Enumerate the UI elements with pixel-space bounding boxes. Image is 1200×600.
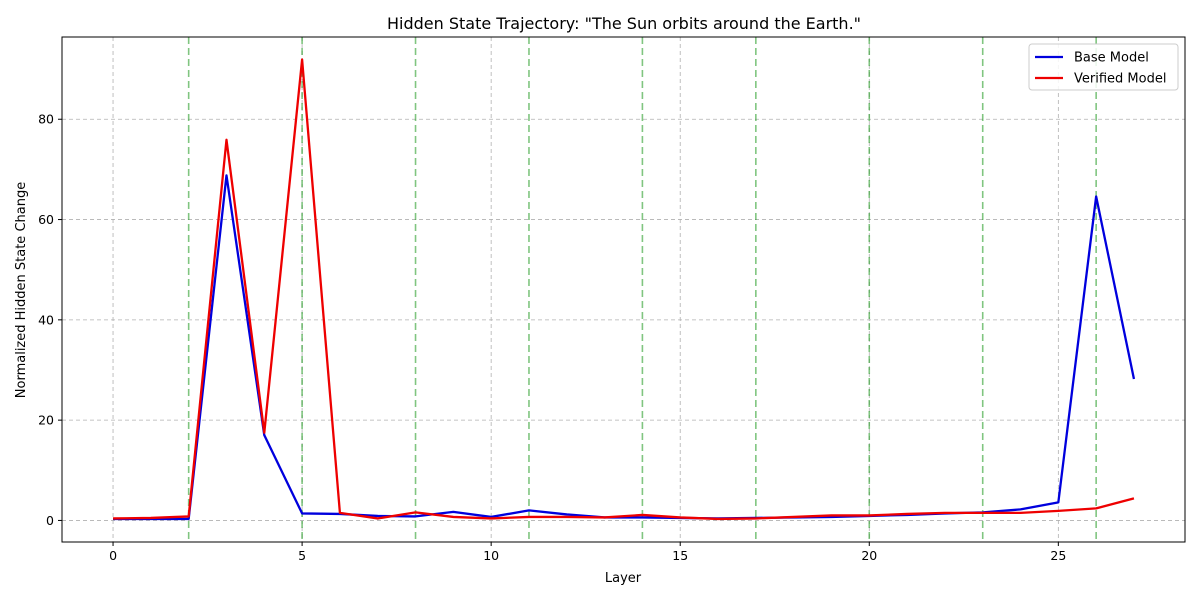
series-line-base-model (113, 174, 1136, 521)
legend-box (1028, 43, 1179, 91)
x-tick-label: 10 (483, 548, 499, 563)
legend-entry-label: Verified Model (1074, 72, 1166, 87)
y-tick-label: 40 (38, 312, 54, 327)
x-tick-label: 25 (1050, 548, 1066, 563)
x-axis-label: Layer (605, 571, 642, 586)
series-line-verified-model (113, 58, 1135, 521)
y-tick-label: 20 (38, 413, 54, 428)
y-axis-ticks: 0 20 40 60 80 (38, 112, 62, 528)
legend-entry-label: Base Model (1074, 51, 1149, 66)
x-axis-ticks: 0 5 10 15 20 25 (109, 542, 1066, 563)
y-tick-label: 0 (46, 513, 54, 528)
y-tick-label: 60 (38, 212, 54, 227)
series-lines (113, 58, 1136, 521)
legend: Base Model Verified Model (1028, 43, 1179, 91)
x-tick-label: 15 (672, 548, 688, 563)
layer-markers (187, 37, 1097, 542)
chart-title: Hidden State Trajectory: "The Sun orbits… (387, 14, 861, 33)
x-tick-label: 0 (109, 548, 117, 563)
x-tick-label: 20 (861, 548, 877, 563)
grid (62, 37, 1185, 542)
y-axis-label: Normalized Hidden State Change (14, 182, 29, 398)
x-tick-label: 5 (298, 548, 306, 563)
plot-frame (61, 36, 1186, 543)
y-tick-label: 80 (38, 112, 54, 127)
